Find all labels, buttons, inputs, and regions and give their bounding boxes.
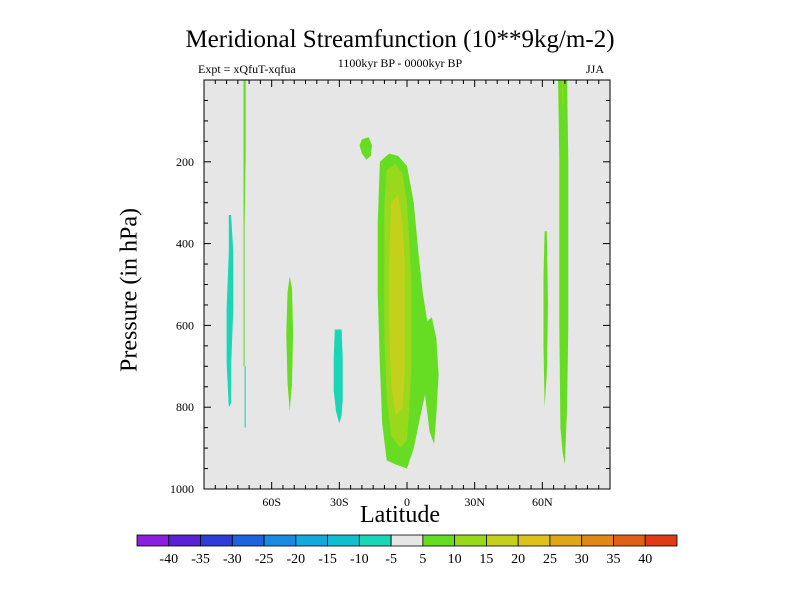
chart-title: Meridional Streamfunction (10**9kg/m-2) [185,26,615,53]
y-tick-label: 1000 [170,482,194,496]
chart-subtitle-center: 1100kyr BP - 0000kyr BP [337,56,463,70]
y-tick-label: 200 [176,155,194,169]
colorbar-label: 30 [575,552,589,567]
colorbar-box [263,534,297,547]
contour-region-pos-band-61N [543,231,548,408]
contour-region-pos-main-15 [389,194,405,416]
colorbar-label: 15 [479,552,493,567]
colorbar-label: -35 [191,552,210,567]
colorbar-label: -20 [286,552,305,567]
colorbar-box [581,534,614,547]
colorbar-box [454,534,487,547]
colorbar-box [422,534,456,547]
contour-region-pos-blob-52S [286,276,294,412]
chart-subtitle-right: JJA [586,62,605,76]
y-axis-label: Pressure (in hPa) [116,208,143,372]
colorbar-box [168,534,201,547]
contour-region-pos-band-70N [558,80,569,465]
colorbar-label: -15 [318,552,337,567]
contour-region-pos-strip-71S [243,80,246,367]
colorbar-box [613,534,646,547]
colorbar-label: 25 [543,552,557,567]
colorbar-label: 20 [511,552,525,567]
x-tick-label: 0 [404,495,410,509]
colorbar-box [390,534,424,547]
colorbar-box [136,534,170,547]
contour-region-pos-blob-18S [359,137,372,160]
x-tick-label: 60S [262,495,281,509]
x-tick-label: 60N [532,495,553,509]
colorbar: -40 -35 -30 -25 -20 -15 -10 -5 5 10 15 20 25 30 35 40 [136,534,678,567]
contour-regions [226,80,569,469]
colorbar-label: 40 [638,552,652,567]
colorbar-label: -40 [159,552,178,567]
x-axis-label: Latitude [360,502,440,528]
colorbar-box [486,534,519,547]
colorbar-label: -30 [223,552,242,567]
y-tick-label: 800 [176,400,194,414]
colorbar-label: -25 [255,552,274,567]
colorbar-box [295,534,328,547]
colorbar-label: 10 [448,552,462,567]
colorbar-box [517,534,551,547]
colorbar-box [644,534,678,547]
contour-region-neg-blob-30S [333,329,343,424]
chart-subtitle-left: Expt = xQfuT-xqfua [198,62,296,76]
colorbar-box [327,534,360,547]
x-tick-label: 30S [330,495,349,509]
colorbar-box [200,534,233,547]
contour-region-neg-band-78S [226,215,234,408]
x-tick-label: 30N [464,495,485,509]
colorbar-label: -5 [385,552,397,567]
colorbar-box [358,534,392,547]
y-tick-label: 600 [176,318,194,332]
colorbar-label: 35 [606,552,620,567]
x-axis: 60S 30S 0 30N 60N [203,80,611,509]
colorbar-box [231,534,265,547]
colorbar-box [549,534,583,547]
contour-region-pos-core-69N [562,80,564,105]
y-axis: 200 400 600 800 1000 [170,79,610,496]
y-tick-label: 400 [176,237,194,251]
colorbar-label: -10 [350,552,369,567]
contour-region-neg-strip-72S [244,366,246,428]
colorbar-label: 5 [419,552,426,567]
